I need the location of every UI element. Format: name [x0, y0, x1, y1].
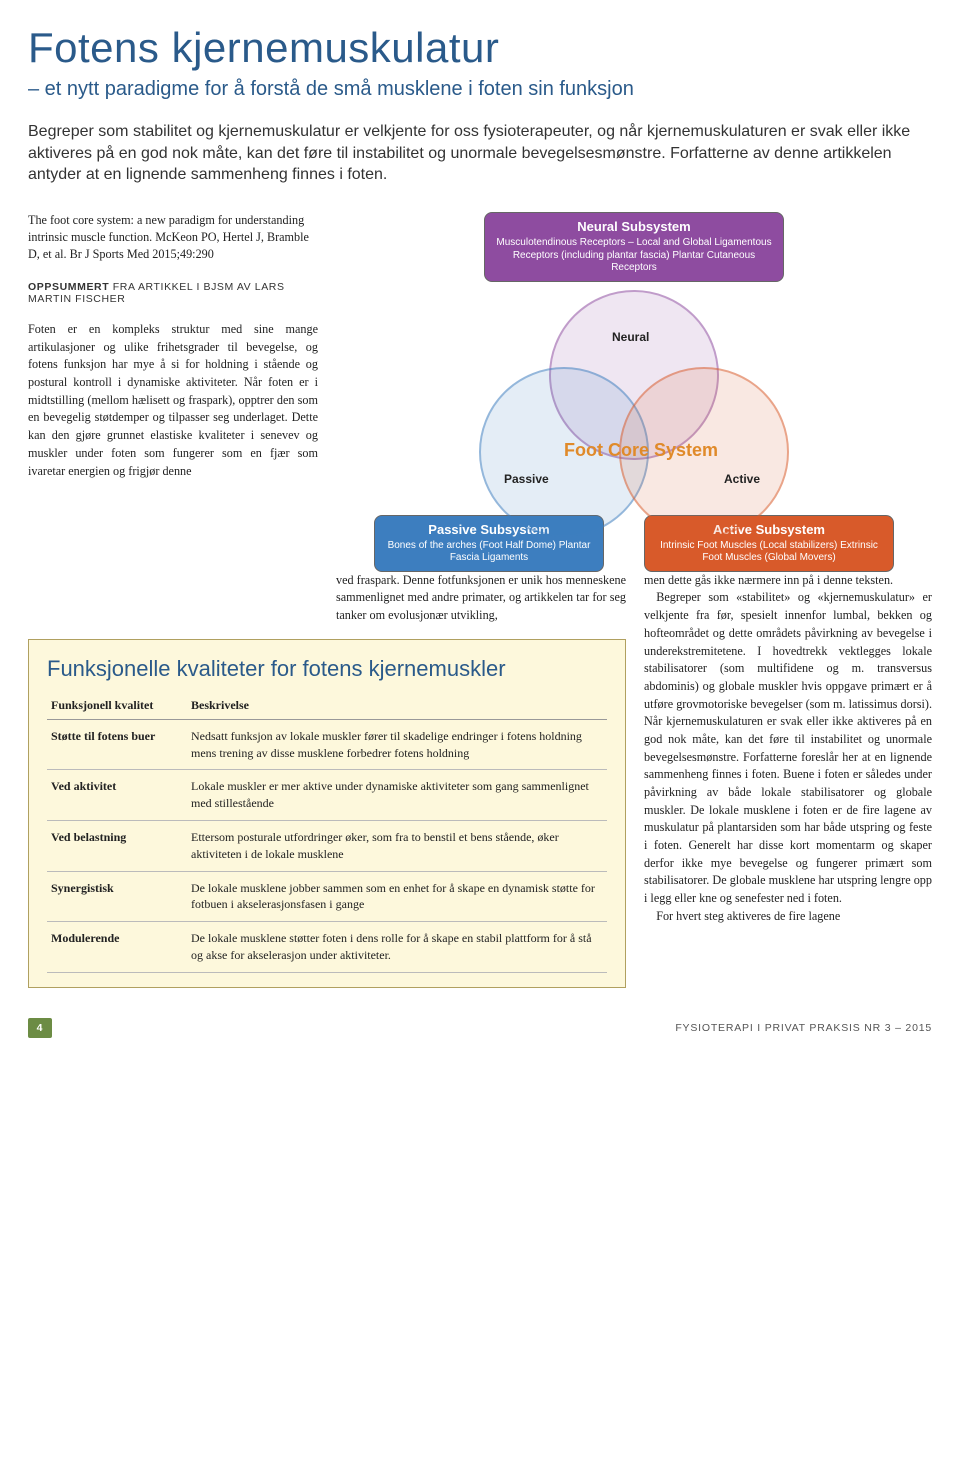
venn-label-passive: Passive: [504, 472, 549, 486]
row-val: De lokale musklene jobber sammen som en …: [187, 871, 607, 922]
byline-prefix: OPPSUMMERT: [28, 281, 109, 293]
row-key: Modulerende: [47, 922, 187, 973]
page-number: 4: [28, 1018, 52, 1038]
neural-subsystem-box: Neural Subsystem Musculotendinous Recept…: [484, 212, 784, 282]
table-title: Funksjonelle kvaliteter for fotens kjern…: [47, 656, 607, 682]
body-col-2: ved fraspark. Denne fotfunksjonen er uni…: [336, 572, 626, 625]
venn-center-label: Foot Core System: [564, 440, 718, 461]
row-val: Ettersom posturale utfordringer øker, so…: [187, 821, 607, 872]
row-key: Støtte til fotens buer: [47, 719, 187, 770]
table-row: Synergistisk De lokale musklene jobber s…: [47, 871, 607, 922]
body-col-3: men dette gås ikke nærmere inn på i denn…: [644, 572, 932, 926]
neural-title: Neural Subsystem: [495, 219, 773, 235]
foot-core-diagram: Neural Subsystem Musculotendinous Recept…: [336, 212, 932, 572]
qualities-table: Funksjonell kvalitet Beskrivelse Støtte …: [47, 692, 607, 973]
row-val: De lokale musklene støtter foten i dens …: [187, 922, 607, 973]
venn-label-neural: Neural: [612, 330, 649, 344]
byline: OPPSUMMERT FRA ARTIKKEL I BJSM AV LARS M…: [28, 281, 318, 305]
row-key: Ved belastning: [47, 821, 187, 872]
qualities-table-box: Funksjonelle kvaliteter for fotens kjern…: [28, 639, 626, 988]
table-row: Modulerende De lokale musklene støtter f…: [47, 922, 607, 973]
table-row: Ved belastning Ettersom posturale utford…: [47, 821, 607, 872]
body-col-1: Foten er en kompleks struktur med sine m…: [28, 321, 318, 480]
row-val: Nedsatt funksjon av lokale muskler fører…: [187, 719, 607, 770]
page-title: Fotens kjernemuskulatur: [28, 24, 932, 72]
publication-info: FYSIOTERAPI I PRIVAT PRAKSIS NR 3 – 2015: [675, 1022, 932, 1034]
lead-paragraph: Begreper som stabilitet og kjernemuskula…: [28, 121, 928, 186]
row-key: Synergistisk: [47, 871, 187, 922]
row-val: Lokale muskler er mer aktive under dynam…: [187, 770, 607, 821]
venn-label-active: Active: [724, 472, 760, 486]
table-row: Støtte til fotens buer Nedsatt funksjon …: [47, 719, 607, 770]
row-key: Ved aktivitet: [47, 770, 187, 821]
passive-lines: Bones of the arches (Foot Half Dome) Pla…: [388, 540, 591, 564]
page-subtitle: – et nytt paradigme for å forstå de små …: [28, 78, 932, 101]
table-head-description: Beskrivelse: [187, 692, 607, 720]
table-row: Ved aktivitet Lokale muskler er mer akti…: [47, 770, 607, 821]
table-head-quality: Funksjonell kvalitet: [47, 692, 187, 720]
neural-lines: Musculotendinous Receptors – Local and G…: [496, 237, 771, 273]
active-lines: Intrinsic Foot Muscles (Local stabilizer…: [660, 540, 878, 564]
reference-citation: The foot core system: a new paradigm for…: [28, 212, 318, 263]
